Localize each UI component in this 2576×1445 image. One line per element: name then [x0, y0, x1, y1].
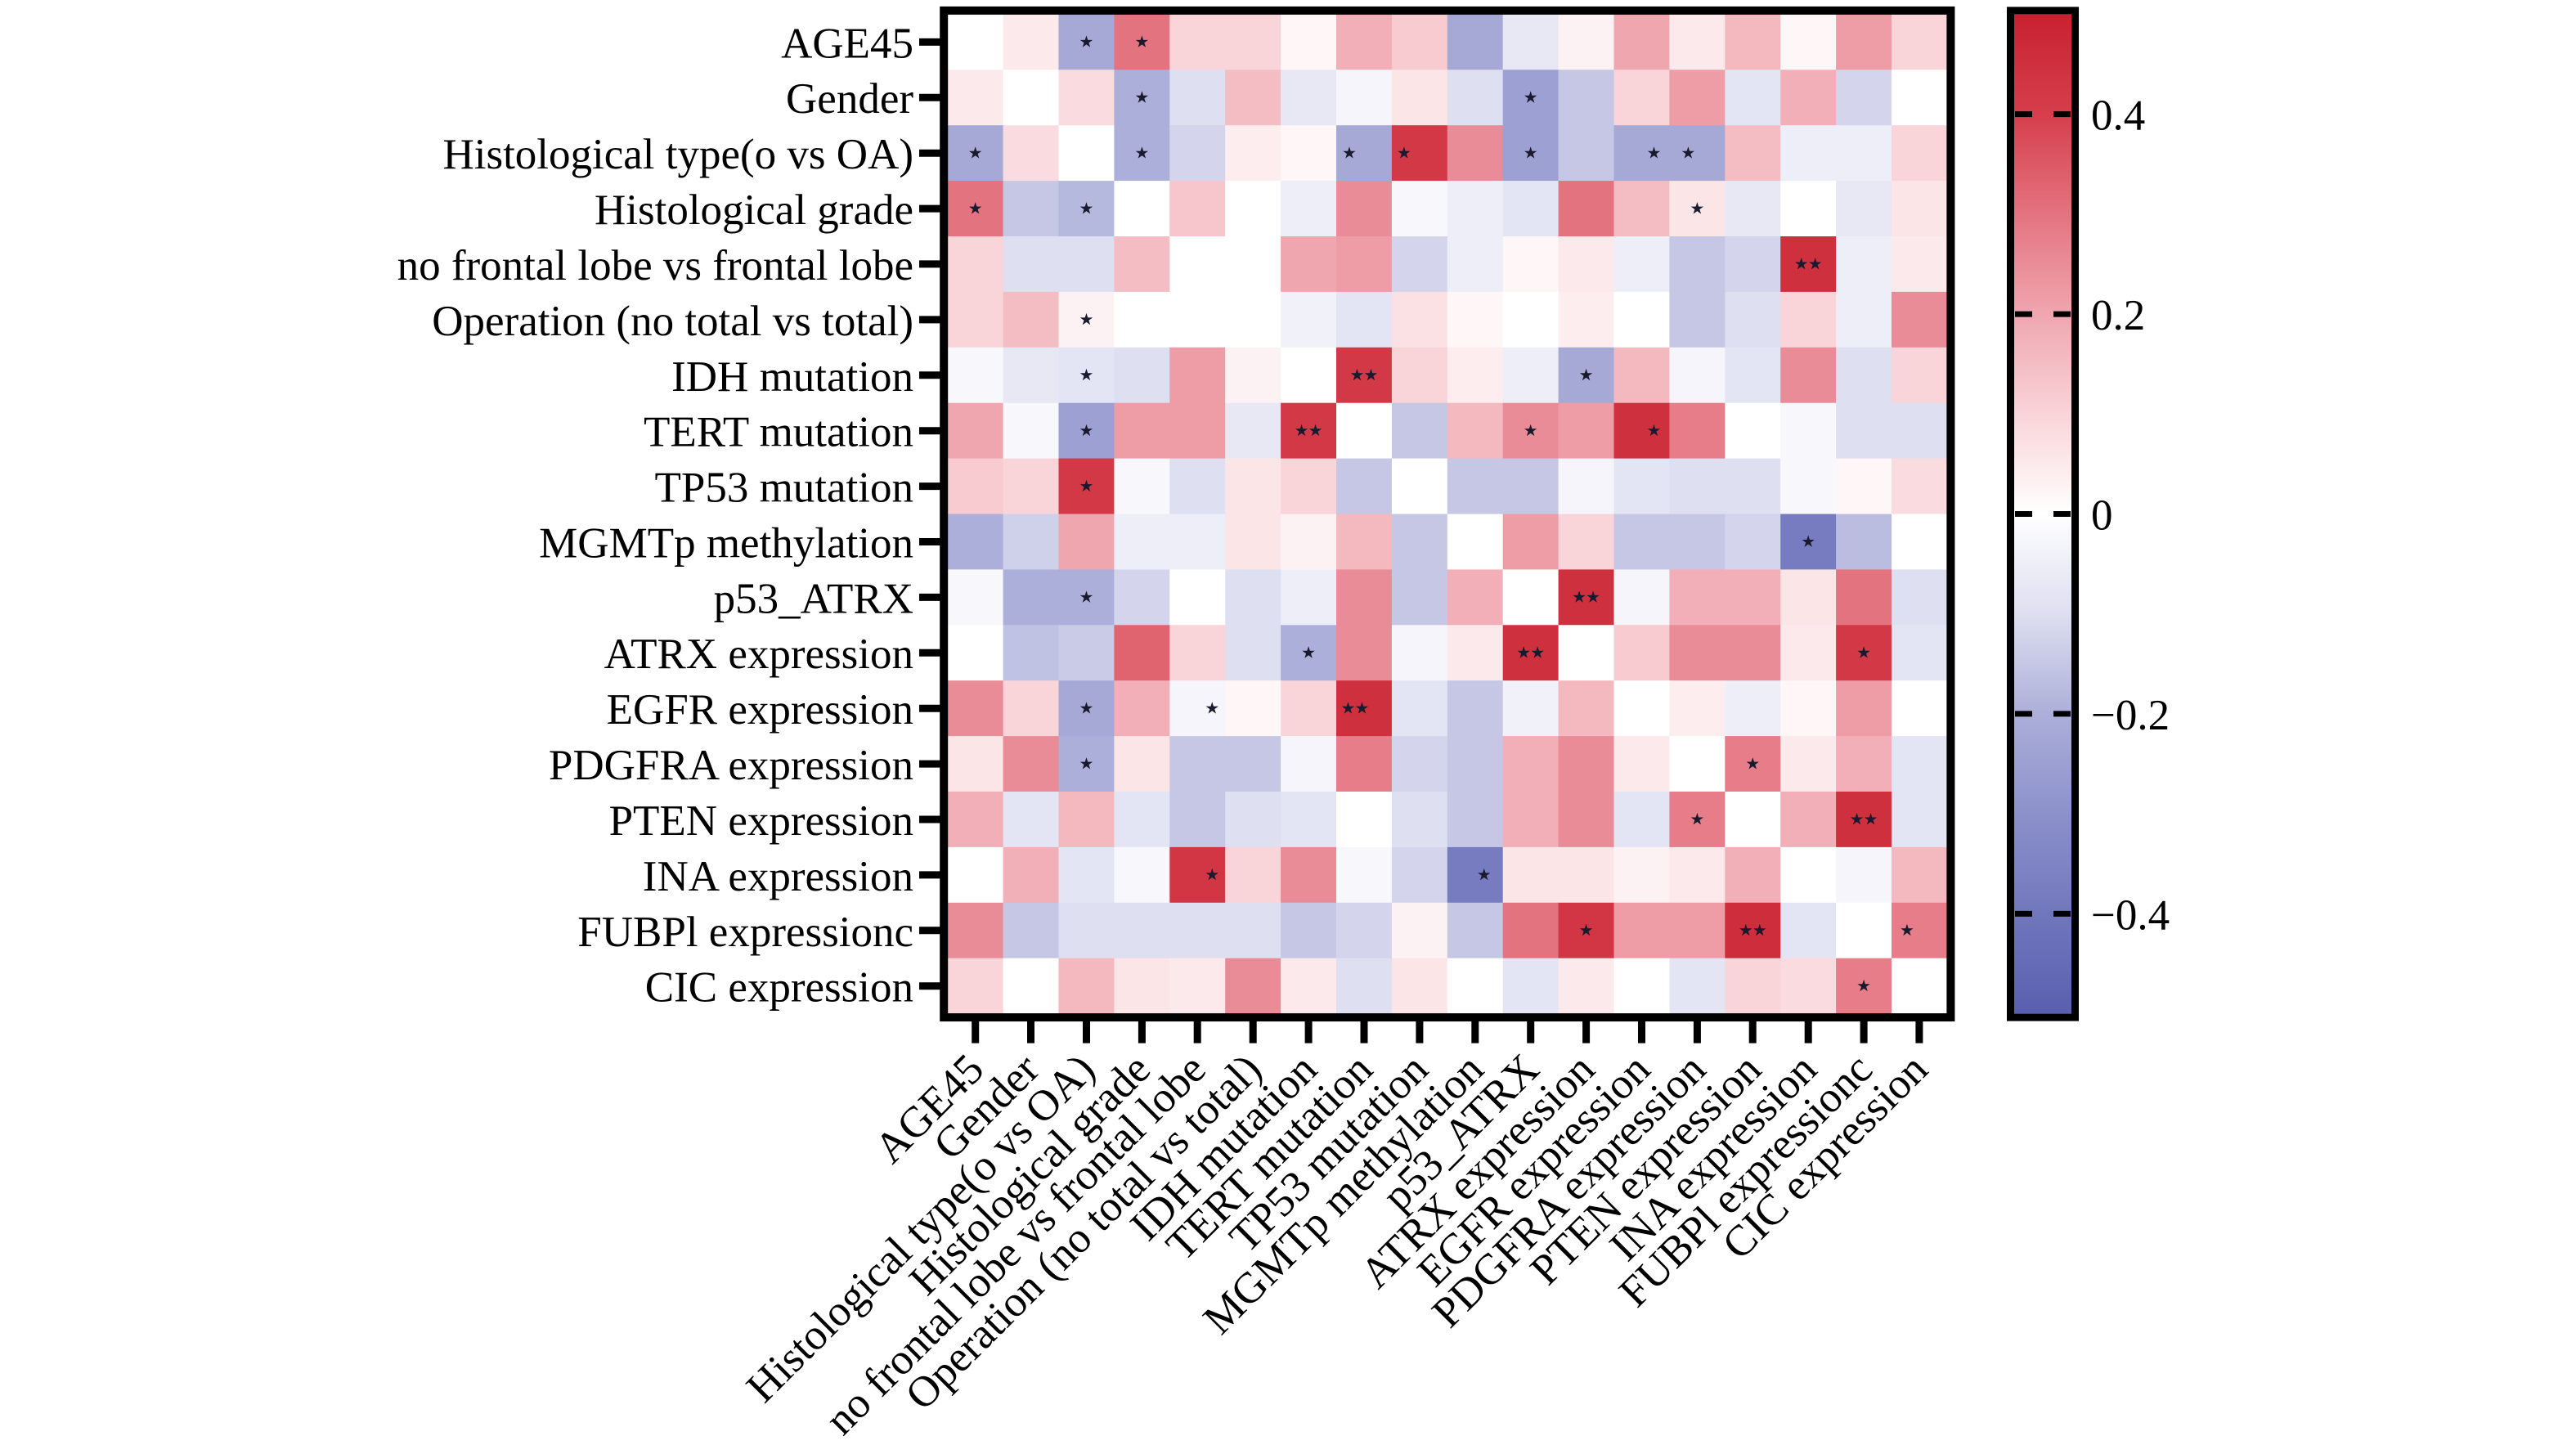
svg-text:INA expression: INA expression — [643, 853, 913, 900]
svg-text:p53_ATRX: p53_ATRX — [714, 575, 913, 622]
svg-text:Gender: Gender — [786, 75, 913, 123]
svg-text:CIC expression: CIC expression — [645, 964, 913, 1012]
svg-text:PDGFRA expression: PDGFRA expression — [549, 742, 913, 789]
svg-text:Operation (no total vs total): Operation (no total vs total) — [432, 298, 913, 345]
svg-text:−0.4: −0.4 — [2091, 891, 2170, 939]
svg-text:Histological grade: Histological grade — [595, 186, 913, 234]
svg-text:PTEN expression: PTEN expression — [609, 797, 913, 845]
svg-text:TERT mutation: TERT mutation — [644, 409, 913, 456]
svg-text:AGE45: AGE45 — [781, 20, 913, 67]
svg-text:no frontal lobe vs frontal lob: no frontal lobe vs frontal lobe — [397, 242, 913, 289]
svg-text:0.4: 0.4 — [2091, 92, 2145, 140]
svg-text:ATRX expression: ATRX expression — [604, 631, 913, 678]
svg-text:0.2: 0.2 — [2091, 292, 2145, 339]
svg-text:Histological type(o vs OA): Histological type(o vs OA) — [442, 131, 913, 178]
svg-text:MGMTp methylation: MGMTp methylation — [539, 520, 913, 568]
svg-text:TP53 mutation: TP53 mutation — [654, 464, 913, 512]
svg-text:FUBPl expressionc: FUBPl expressionc — [577, 909, 913, 956]
svg-text:−0.2: −0.2 — [2091, 692, 2170, 739]
svg-text:0: 0 — [2091, 492, 2113, 540]
svg-text:IDH mutation: IDH mutation — [671, 353, 913, 401]
svg-text:EGFR expression: EGFR expression — [607, 686, 913, 734]
